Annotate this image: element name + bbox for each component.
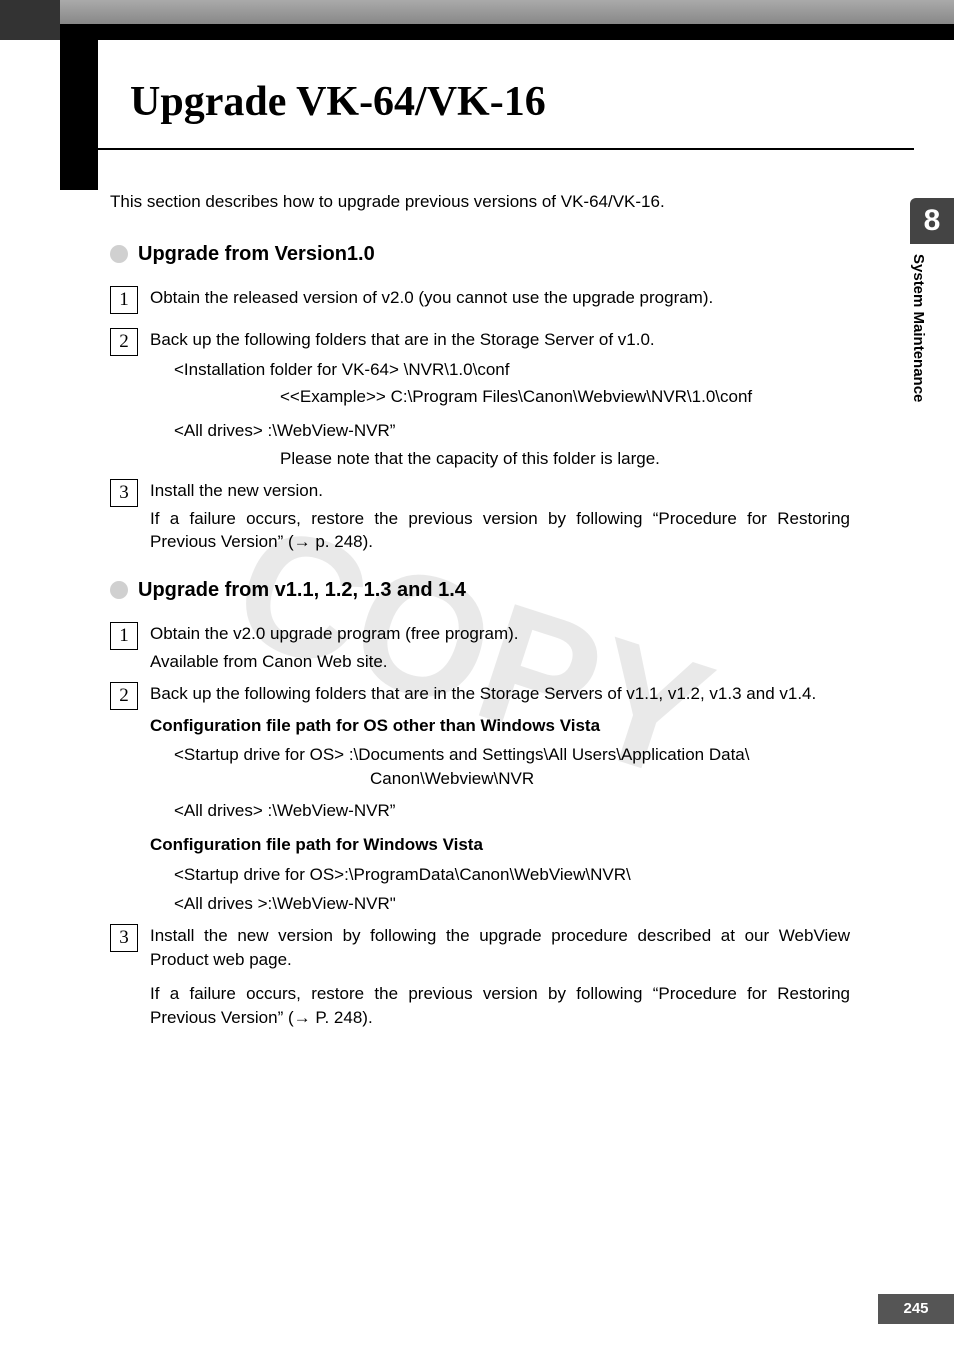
s2-step1-note: Available from Canon Web site. [150,650,850,674]
s1-step2-b-note: Please note that the capacity of this fo… [280,447,850,471]
step-number: 2 [110,328,138,356]
header-gray-strip [60,0,954,24]
s1-step3: 3 Install the new version. If a failure … [152,479,850,554]
content-area: This section describes how to upgrade pr… [110,190,850,1037]
s2-step3-lead: Install the new version by following the… [150,924,850,972]
s1-step2: 2 Back up the following folders that are… [152,328,850,471]
chapter-label: System Maintenance [910,244,939,402]
s2-conf-a-l1: <Startup drive for OS> :\Documents and S… [174,743,850,767]
s2-conf-a-l1c: Canon\Webview\NVR [370,767,850,791]
s2-step1-lead: Obtain the v2.0 upgrade program (free pr… [150,622,850,646]
s2-step3-note: If a failure occurs, restore the previou… [150,982,850,1030]
s2-step2-lead: Back up the following folders that are i… [150,682,850,706]
page-number: 245 [878,1294,954,1324]
s2-conf-b-l2: <All drives >:\WebView-NVR" [174,892,850,916]
intro-text: This section describes how to upgrade pr… [110,190,850,214]
title-side-block [60,30,98,190]
s2-step1: 1 Obtain the v2.0 upgrade program (free … [152,622,850,674]
s2-conf-b-title: Configuration file path for Windows Vist… [150,833,850,857]
bullet-icon [110,581,128,599]
s2-conf-a-title: Configuration file path for OS other tha… [150,714,850,738]
s1-step2-a: <Installation folder for VK-64> \NVR\1.0… [174,358,850,382]
s2-conf-a-l2: <All drives> :\WebView-NVR” [174,799,850,823]
step-number: 1 [110,622,138,650]
s1-step2-b: <All drives> :\WebView-NVR” [174,419,850,443]
step-number: 2 [110,682,138,710]
page-title: Upgrade VK-64/VK-16 [130,78,546,126]
bullet-icon [110,245,128,263]
s2-step2: 2 Back up the following folders that are… [152,682,850,916]
s1-step2-lead: Back up the following folders that are i… [150,328,850,352]
section1-heading: Upgrade from Version1.0 [138,240,375,268]
s1-step1: 1 Obtain the released version of v2.0 (y… [152,286,850,314]
section1-heading-row: Upgrade from Version1.0 [110,240,850,268]
s1-step2-a-ex: <<Example>> C:\Program Files\Canon\Webvi… [280,385,850,409]
chapter-sidebar: 8 System Maintenance [910,198,954,438]
step-number: 1 [110,286,138,314]
step-body: Obtain the released version of v2.0 (you… [150,286,850,310]
s2-step3: 3 Install the new version by following t… [152,924,850,1029]
section2-heading-row: Upgrade from v1.1, 1.2, 1.3 and 1.4 [110,576,850,604]
s2-conf-a-l1b: :\Documents and Settings\All Users\Appli… [349,745,750,764]
title-underline [60,148,914,150]
s2-conf-b-l1: <Startup drive for OS>:\ProgramData\Cano… [174,863,850,887]
chapter-number: 8 [910,198,954,244]
section2-heading: Upgrade from v1.1, 1.2, 1.3 and 1.4 [138,576,466,604]
s1-step3-lead: Install the new version. [150,479,850,503]
s1-step3-note: If a failure occurs, restore the previou… [150,507,850,555]
s2-conf-a-l1a: <Startup drive for OS> [174,745,344,764]
step-number: 3 [110,924,138,952]
step-number: 3 [110,479,138,507]
